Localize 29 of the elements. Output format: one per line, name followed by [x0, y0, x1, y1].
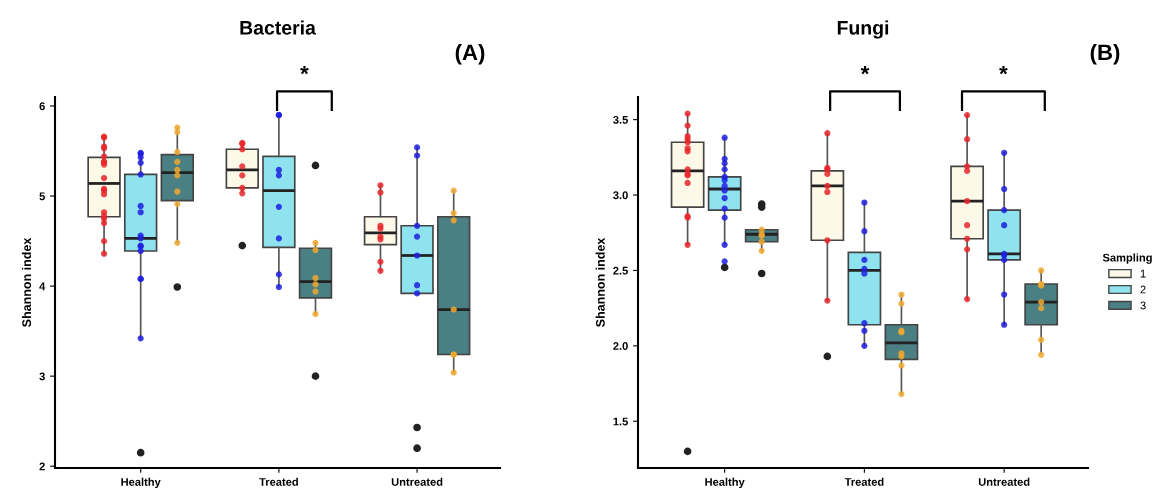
y-tick-label: 4 — [39, 282, 46, 291]
y-axis-title: Shannon index — [21, 237, 32, 327]
y-tick-label: 3 — [39, 372, 45, 381]
legend-title: Sampling — [1102, 253, 1152, 264]
legend-label: 2 — [1140, 285, 1146, 294]
chart-title: Fungi — [837, 20, 889, 39]
y-tick-label: 3.0 — [613, 191, 628, 200]
y-tick-label: 2.5 — [613, 266, 628, 275]
x-tick-label: Untreated — [391, 477, 443, 486]
text: (B) — [1090, 43, 1120, 65]
x-tick-label: Untreated — [978, 477, 1030, 486]
y-tick-label: 5 — [39, 192, 45, 201]
text: * — [999, 65, 1008, 75]
x-tick-label: Treated — [844, 477, 884, 486]
chart-title: Bacteria — [240, 20, 316, 35]
y-tick-label: 2.0 — [613, 342, 628, 350]
legend-label: 1 — [1140, 269, 1146, 278]
x-tick-label: Healthy — [121, 477, 161, 489]
text: * — [300, 65, 309, 75]
text: * — [860, 65, 870, 75]
y-tick-label: 3.5 — [613, 115, 628, 124]
x-tick-label: Treated — [259, 477, 298, 486]
y-tick-label: 6 — [39, 102, 45, 111]
x-tick-label: Healthy — [705, 477, 745, 489]
y-tick-label: 1.5 — [613, 417, 628, 426]
text: (A) — [455, 43, 485, 65]
y-axis-title: Shannon index — [595, 237, 605, 327]
y-tick-label: 2 — [39, 462, 45, 471]
legend-label: 3 — [1140, 301, 1146, 310]
